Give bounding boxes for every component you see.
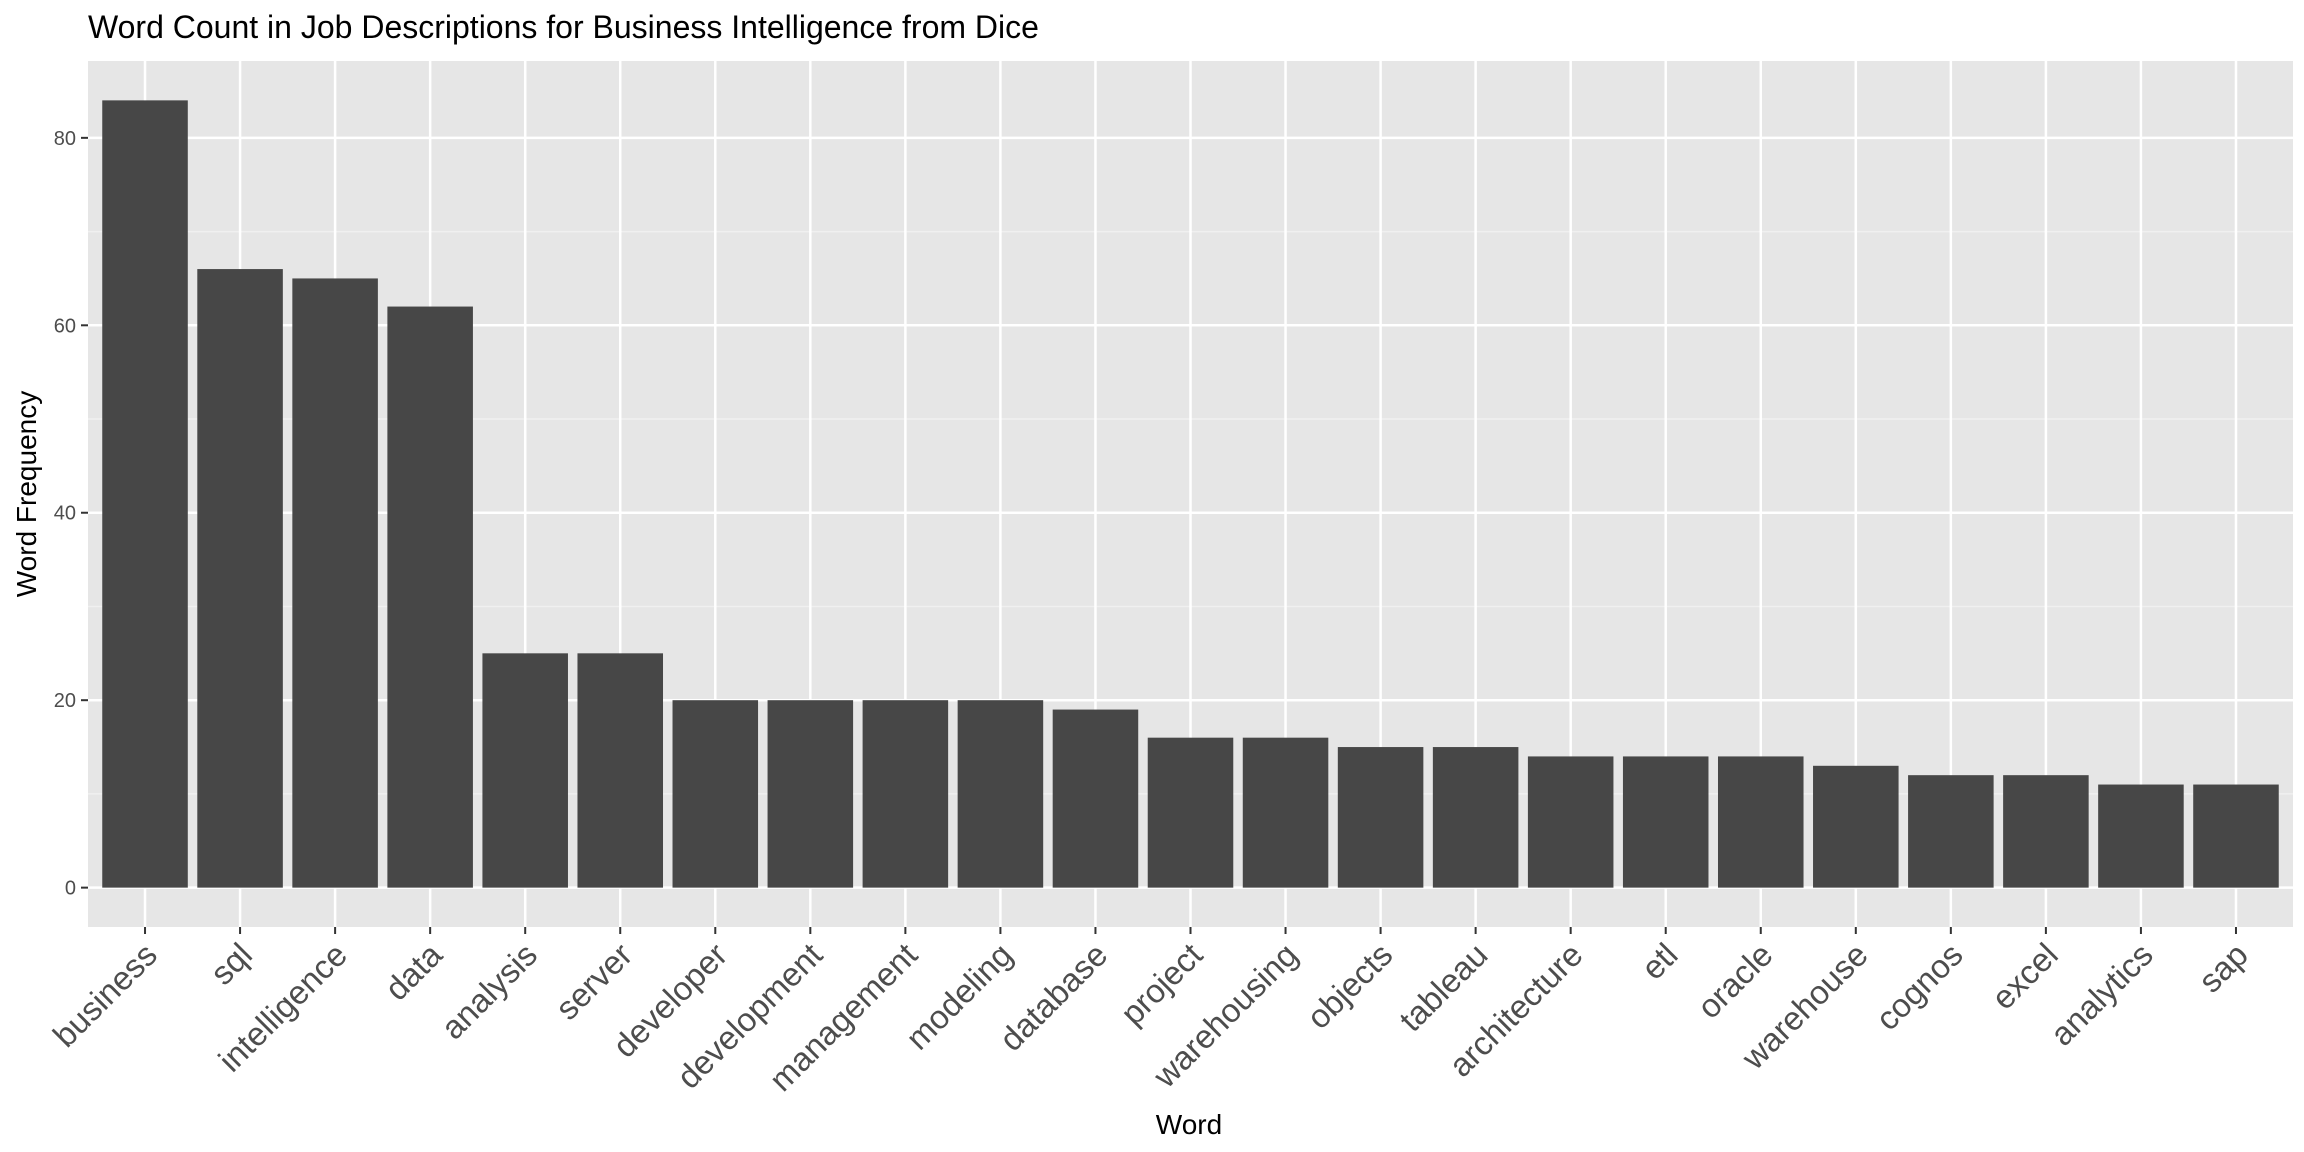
bar-excel bbox=[2003, 775, 2089, 888]
bar-tableau bbox=[1432, 747, 1519, 888]
x-tick-label-data: data bbox=[378, 935, 450, 1007]
y-tick-label: 0 bbox=[65, 878, 76, 900]
bar-cognos bbox=[1908, 775, 1994, 888]
x-tick-label-cognos: cognos bbox=[1868, 936, 1969, 1037]
x-tick-label-objects: objects bbox=[1299, 936, 1399, 1036]
bar-etl bbox=[1622, 756, 1709, 888]
x-tick-label-server: server bbox=[548, 936, 639, 1027]
x-tick-label-business: business bbox=[46, 936, 164, 1054]
x-tick-label-oracle: oracle bbox=[1690, 936, 1780, 1026]
x-tick-label-excel: excel bbox=[1984, 936, 2065, 1017]
bar-analytics bbox=[2098, 784, 2184, 888]
y-tick-label: 40 bbox=[54, 503, 76, 525]
x-tick-label-sap: sap bbox=[2191, 936, 2255, 1000]
bar-developer bbox=[672, 700, 759, 888]
x-tick-label-analytics: analytics bbox=[2043, 936, 2160, 1053]
bar-business bbox=[102, 100, 188, 888]
x-tick-label-analysis: analysis bbox=[434, 936, 544, 1046]
bar-warehousing bbox=[1242, 737, 1329, 888]
bar-management bbox=[862, 700, 949, 888]
y-axis-title: Word Frequency bbox=[11, 391, 42, 597]
x-tick-label-etl: etl bbox=[1634, 936, 1685, 987]
chart-title: Word Count in Job Descriptions for Busin… bbox=[88, 9, 1039, 45]
x-tick-label-sql: sql bbox=[203, 936, 259, 992]
bar-sql bbox=[197, 269, 283, 888]
bar-server bbox=[577, 653, 664, 888]
bar-oracle bbox=[1717, 756, 1804, 888]
bar-analysis bbox=[482, 653, 568, 888]
x-axis-title: Word bbox=[1156, 1109, 1222, 1140]
bar-architecture bbox=[1527, 756, 1614, 888]
bar-intelligence bbox=[292, 278, 378, 888]
bar-modeling bbox=[957, 700, 1044, 888]
y-tick-label: 60 bbox=[54, 315, 76, 337]
x-tick-label-project: project bbox=[1113, 936, 1209, 1032]
bar-sap bbox=[2193, 784, 2279, 888]
bar-development bbox=[767, 700, 854, 888]
bar-project bbox=[1147, 737, 1234, 888]
y-axis: 0 20 40 60 80 bbox=[54, 128, 88, 900]
bar-database bbox=[1052, 709, 1139, 888]
bar-objects bbox=[1337, 747, 1424, 888]
y-tick-label: 20 bbox=[54, 690, 76, 712]
bar-warehouse bbox=[1813, 765, 1899, 888]
y-tick-label: 80 bbox=[54, 128, 76, 150]
bar-data bbox=[387, 306, 473, 888]
bars bbox=[102, 100, 2279, 888]
